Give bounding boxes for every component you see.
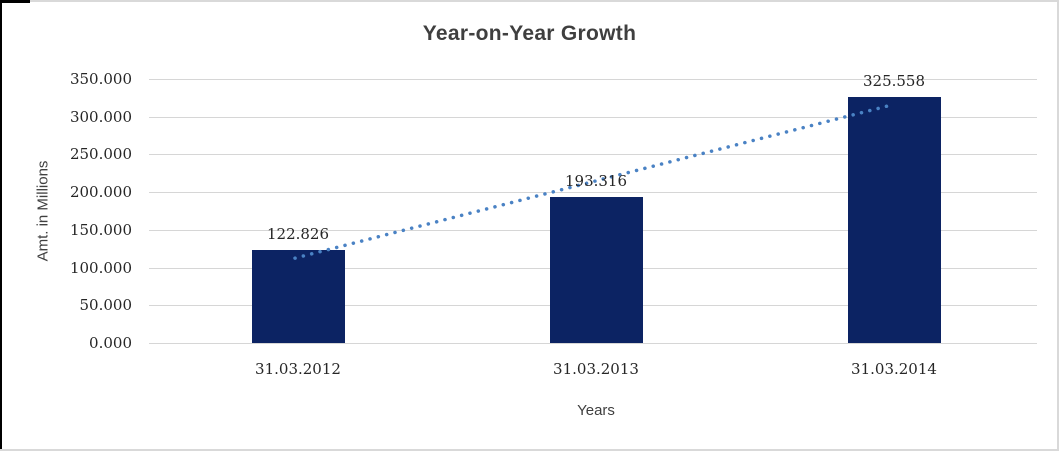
y-tick-label: 350.000 (69, 70, 132, 88)
x-tick-label: 31.03.2014 (851, 360, 937, 378)
y-tick-label: 100.000 (69, 259, 132, 277)
chart-border-left (0, 0, 2, 451)
y-axis-title: Amt. in Millions (34, 160, 52, 262)
x-tick-label: 31.03.2013 (553, 360, 639, 378)
y-tick-label: 200.000 (69, 183, 132, 201)
bar-31.03.2014 (848, 97, 941, 343)
x-tick-label: 31.03.2012 (255, 360, 341, 378)
y-tick-label: 250.000 (69, 145, 132, 163)
y-tick-label: 50.000 (79, 296, 133, 314)
chart-title: Year-on-Year Growth (422, 22, 637, 45)
chart-border-right (1057, 0, 1059, 451)
y-tick-label: 0.000 (89, 334, 132, 352)
y-tick-label: 300.000 (69, 108, 132, 126)
bar-value-label: 193.316 (564, 172, 628, 190)
bar-31.03.2012 (252, 250, 345, 343)
chart-border-bottom (0, 449, 1059, 451)
chart-border-top-accent (0, 0, 30, 3)
gridline-0.000 (149, 343, 1037, 344)
bar-31.03.2013 (550, 197, 643, 343)
bar-value-label: 122.826 (266, 225, 330, 243)
chart-border-top (0, 0, 1059, 2)
bar-value-label: 325.558 (862, 72, 926, 90)
y-tick-label: 150.000 (69, 221, 132, 239)
gridline-350.000 (149, 79, 1037, 80)
x-axis-title: Years (577, 402, 615, 419)
